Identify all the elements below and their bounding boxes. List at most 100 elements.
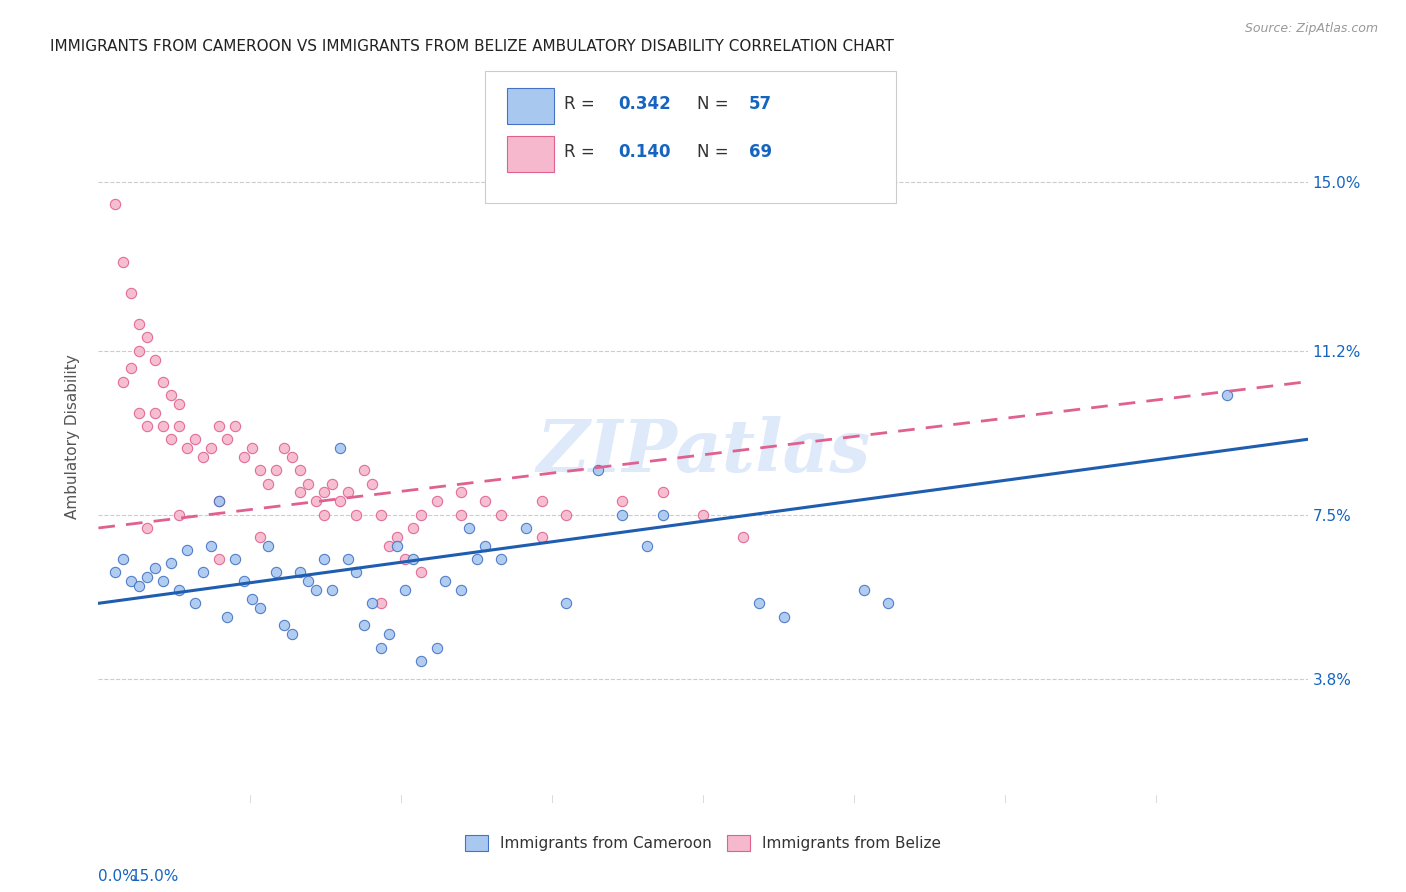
Point <box>426 640 449 655</box>
Point <box>111 552 134 566</box>
Point <box>361 596 384 610</box>
Point <box>772 609 794 624</box>
Point <box>143 406 166 420</box>
Point <box>450 485 472 500</box>
Text: R =: R = <box>564 143 600 161</box>
Point <box>465 552 488 566</box>
Point <box>361 476 384 491</box>
Point <box>217 609 239 624</box>
Point <box>232 574 254 589</box>
Point <box>160 388 183 402</box>
Point <box>167 508 190 522</box>
Point <box>748 596 770 610</box>
Point <box>450 508 472 522</box>
Point <box>184 596 207 610</box>
Point <box>120 361 142 376</box>
Text: 15.0%: 15.0% <box>131 869 179 884</box>
Point <box>297 574 319 589</box>
Point <box>1216 388 1239 402</box>
Point <box>152 574 174 589</box>
Point <box>344 566 367 580</box>
Point <box>135 419 157 434</box>
Legend: Immigrants from Cameroon, Immigrants from Belize: Immigrants from Cameroon, Immigrants fro… <box>458 830 948 857</box>
Point <box>193 566 215 580</box>
Point <box>321 476 343 491</box>
Point <box>128 317 150 331</box>
Point <box>651 508 673 522</box>
Point <box>385 539 408 553</box>
Text: 0.342: 0.342 <box>619 95 671 113</box>
Point <box>344 508 367 522</box>
Point <box>337 485 360 500</box>
Point <box>458 521 481 535</box>
Point <box>176 543 198 558</box>
Point <box>208 494 231 508</box>
Point <box>370 640 392 655</box>
Text: Source: ZipAtlas.com: Source: ZipAtlas.com <box>1244 22 1378 36</box>
Point <box>394 582 416 597</box>
Point <box>297 476 319 491</box>
Point <box>249 600 271 615</box>
Point <box>474 494 496 508</box>
Point <box>128 406 150 420</box>
Point <box>733 530 755 544</box>
Point <box>877 596 900 610</box>
Point <box>208 494 231 508</box>
Point <box>288 566 311 580</box>
Point <box>103 566 125 580</box>
Point <box>208 552 231 566</box>
Point <box>217 432 239 446</box>
Point <box>240 591 263 606</box>
Point <box>692 508 714 522</box>
Point <box>256 476 278 491</box>
Point <box>200 539 222 553</box>
Point <box>402 552 425 566</box>
Point <box>555 508 578 522</box>
FancyBboxPatch shape <box>485 71 897 203</box>
Point <box>434 574 457 589</box>
Point <box>321 582 343 597</box>
Text: 69: 69 <box>749 143 772 161</box>
Point <box>143 352 166 367</box>
Point <box>409 566 432 580</box>
Point <box>167 397 190 411</box>
Point <box>103 197 125 211</box>
Text: 0.0%: 0.0% <box>98 869 138 884</box>
Point <box>249 463 271 477</box>
Point <box>474 539 496 553</box>
Point <box>586 463 609 477</box>
Text: ZIPatlas: ZIPatlas <box>536 417 870 487</box>
Point <box>128 578 150 592</box>
Text: N =: N = <box>697 95 734 113</box>
Point <box>426 494 449 508</box>
Point <box>224 552 246 566</box>
Point <box>314 552 336 566</box>
Point <box>555 596 578 610</box>
Point <box>273 441 295 455</box>
Point <box>288 485 311 500</box>
Point <box>377 539 399 553</box>
Point <box>264 566 287 580</box>
Point <box>193 450 215 464</box>
Point <box>612 494 634 508</box>
Point <box>314 508 336 522</box>
Point <box>232 450 254 464</box>
Text: 57: 57 <box>749 95 772 113</box>
Text: IMMIGRANTS FROM CAMEROON VS IMMIGRANTS FROM BELIZE AMBULATORY DISABILITY CORRELA: IMMIGRANTS FROM CAMEROON VS IMMIGRANTS F… <box>51 38 894 54</box>
Point <box>224 419 246 434</box>
Point <box>314 485 336 500</box>
Point <box>120 285 142 300</box>
Point <box>329 494 352 508</box>
Point <box>394 552 416 566</box>
Point <box>256 539 278 553</box>
Text: 0.140: 0.140 <box>619 143 671 161</box>
Point <box>353 463 375 477</box>
Point <box>167 419 190 434</box>
Point <box>337 552 360 566</box>
Point <box>530 494 553 508</box>
Point <box>128 343 150 358</box>
Point <box>273 618 295 632</box>
Point <box>249 530 271 544</box>
Point <box>853 582 876 597</box>
Point <box>409 654 432 668</box>
